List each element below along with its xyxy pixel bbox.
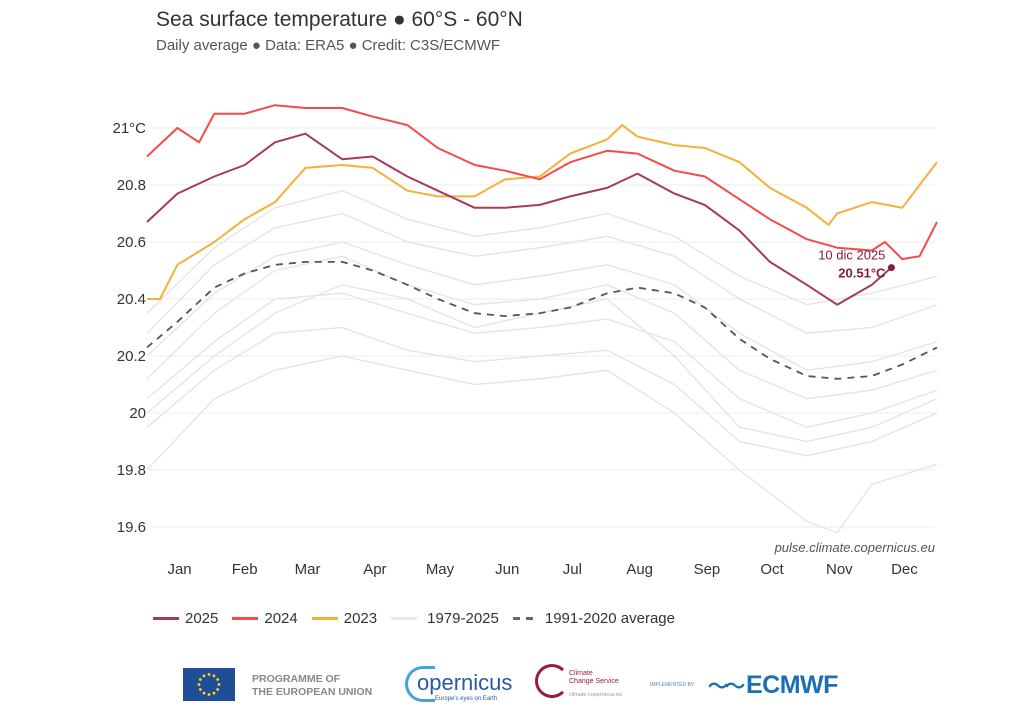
chart-area: 21°C 20.8 20.6 20.4 20.2 20 19.8 19.6 Jan Feb Mar… [112,104,938,578]
ecmwf-logo: 〜〜 ECMWF [708,670,838,700]
x-tick-label: Sep [694,561,721,578]
eu-star-icon [198,678,202,681]
copernicus-arc-icon [405,666,435,702]
series-line-history [146,212,938,334]
y-tick-label: 19.8 [117,462,146,479]
y-tick-label: 19.6 [117,519,146,536]
legend-item-history[interactable]: 1979-2025 [391,610,499,627]
ecmwf-wordmark: ECMWF [746,671,838,699]
y-tick-label: 20.2 [117,348,146,365]
series-line-2025 [146,132,893,306]
eu-programme-text: PROGRAMME OF THE EUROPEAN UNION [252,673,372,699]
x-tick-label: Jul [563,561,582,578]
legend-label: 1979-2025 [427,610,499,627]
c3s-line: Change Service [569,678,619,685]
copernicus-logo: opernicus Europe's eyes on Earth [405,666,515,706]
legend: 2025 2024 2023 1979-2025 1991-2020 avera… [153,610,689,627]
x-tick-label: Feb [232,561,258,578]
legend-item-average[interactable]: 1991-2020 average [512,610,675,627]
series-line-2023 [147,124,938,300]
c3s-url: climate.copernicus.eu [569,692,623,698]
source-credit: pulse.climate.copernicus.eu [774,540,935,555]
ecmwf-waves-icon: 〜〜 [708,676,745,698]
annotation-point [887,264,895,272]
y-tick-label: 21°C [112,120,146,137]
x-tick-label: Dec [891,561,918,578]
x-tick-label: Jun [495,561,519,578]
x-tick-label: Aug [626,561,653,578]
eu-star-icon [212,674,216,678]
y-tick-label: 20 [129,405,146,422]
series-line-history [146,292,938,428]
legend-swatch [311,617,338,620]
series-line-history [146,355,938,534]
y-tick-label: 20.6 [117,234,146,251]
y-tick-label: 20.4 [117,291,146,308]
copernicus-wordmark: opernicus [417,670,513,695]
legend-item-2023[interactable]: 2023 [311,610,378,627]
y-tick-label: 20.8 [117,177,146,194]
eu-flag-logo [183,668,235,701]
series-line-history [146,284,938,443]
c3s-logo: Climate Change Service climate.copernicu… [535,664,655,704]
eu-star-icon [217,683,221,686]
x-tick-label: Nov [826,561,853,578]
legend-label: 2025 [185,610,219,627]
legend-swatch [232,617,259,620]
eu-star-icon [207,673,211,676]
eu-text-line: THE EUROPEAN UNION [252,686,373,698]
eu-star-icon [216,678,220,681]
series-line-1991-2020-average [146,261,938,380]
c3s-line: Climate [569,670,593,677]
series-line-history [146,326,938,457]
eu-star-icon [198,688,202,691]
c3s-text: Climate Change Service [569,670,619,686]
thermometer-icon [535,664,569,698]
chart-subtitle: Daily average ● Data: ERA5 ● Credit: C3S… [156,37,501,54]
legend-item-2024[interactable]: 2024 [232,610,298,627]
x-tick-label: Oct [760,561,784,578]
legend-label: 2023 [343,610,378,627]
legend-label: 1991-2020 average [544,610,675,627]
eu-star-icon [202,674,206,678]
series-line-history [146,190,938,314]
eu-star-icon [216,688,220,691]
annotation-value: 20.51°C [838,266,886,281]
eu-star-icon [202,691,206,695]
eu-text-line: PROGRAMME OF [252,673,341,685]
implemented-by-text: IMPLEMENTED BY [650,682,695,688]
logo-bar: PROGRAMME OF THE EUROPEAN UNION opernicu… [0,660,1024,710]
legend-swatch [153,617,179,620]
copernicus-tagline: Europe's eyes on Earth [435,696,498,702]
eu-star-icon [207,693,211,696]
legend-swatch [512,617,539,620]
series-line-history [146,255,938,400]
x-tick-label: Jan [167,561,191,578]
series-line-2024 [146,104,938,261]
chart-title: Sea surface temperature ● 60°S - 60°N [156,8,523,31]
eu-star-icon [197,683,201,686]
legend-swatch [391,617,418,620]
annotation-date: 10 dic 2025 [818,248,885,263]
series-line-history [146,241,938,371]
x-tick-label: Mar [295,561,321,578]
legend-item-2025[interactable]: 2025 [153,610,218,627]
legend-label: 2024 [264,610,298,627]
x-tick-label: May [426,561,455,578]
x-tick-label: Apr [363,561,386,578]
eu-star-icon [212,691,216,695]
